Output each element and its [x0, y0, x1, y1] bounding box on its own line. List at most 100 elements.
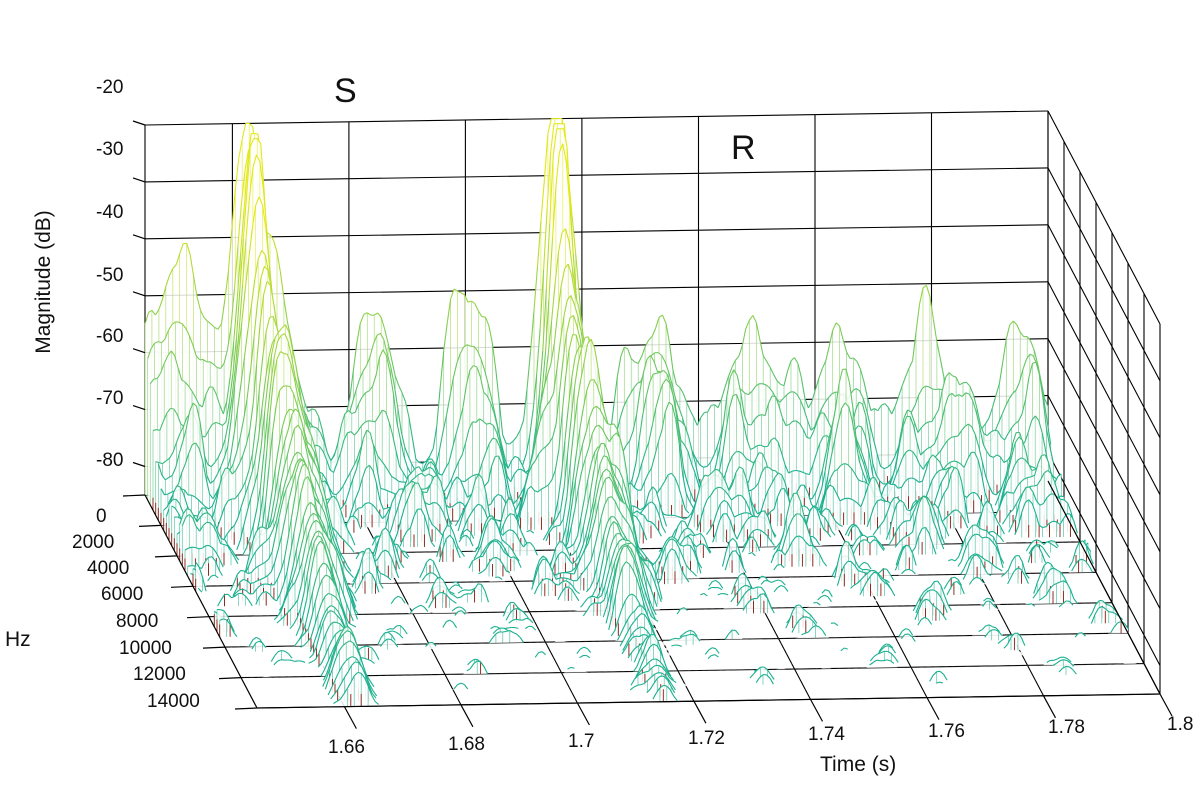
surface-ridge-segment — [960, 463, 965, 468]
surface-ridge-segment — [448, 447, 454, 463]
surface-ridge-segment — [839, 498, 844, 502]
surface-ridge-segment — [802, 429, 808, 438]
surface-ridge-segment — [568, 334, 574, 350]
surface-ridge-segment — [503, 498, 509, 508]
surface-ridge-segment — [1022, 487, 1027, 494]
surface-ridge-segment — [755, 452, 760, 460]
surface-ridge-segment — [188, 335, 194, 345]
surface-ridge-segment — [336, 452, 342, 464]
surface-ridge-segment — [744, 500, 750, 509]
surface-ridge-segment — [728, 455, 733, 464]
surface-ridge-segment — [512, 436, 518, 442]
surface-ridge-segment — [934, 491, 939, 503]
surface-ridge-segment — [1044, 398, 1049, 407]
surface-ridge-segment — [373, 446, 378, 470]
surface-ridge-segment — [969, 491, 974, 495]
surface-ridge-segment — [889, 514, 894, 531]
surface-ridge-segment — [580, 337, 586, 350]
surface-ridge-segment — [536, 221, 542, 267]
surface-ridge-segment — [425, 466, 430, 471]
surface-ridge-segment — [212, 492, 218, 500]
surface-ridge-segment — [650, 521, 655, 526]
surface-ridge-segment — [328, 487, 334, 495]
surface-ridge-segment — [277, 335, 282, 342]
surface-ridge-segment — [438, 530, 444, 536]
surface-ridge-segment — [539, 269, 545, 329]
surface-ridge-segment — [447, 478, 453, 486]
surface-ridge-segment — [1003, 480, 1009, 491]
surface-ridge-segment — [557, 232, 563, 253]
surface-ridge-segment — [867, 449, 873, 471]
surface-ridge-segment — [178, 442, 184, 455]
surface-ridge-segment — [492, 425, 498, 433]
surface-ridge-segment — [1014, 526, 1019, 536]
surface-ridge-segment — [231, 189, 236, 230]
surface-ridge-segment — [686, 402, 691, 411]
surface-ridge-segment — [1038, 524, 1043, 528]
surface-ridge-segment — [858, 460, 864, 472]
surface-ridge-segment — [395, 451, 401, 467]
surface-ridge-segment — [156, 429, 160, 431]
surface-ridge-segment — [216, 466, 222, 475]
surface-ridge-segment — [404, 401, 410, 418]
surface-ridge-segment — [215, 394, 221, 406]
surface-ridge-segment — [510, 499, 516, 509]
surface-ridge-segment — [1022, 359, 1027, 370]
surface-ridge-segment — [542, 289, 547, 351]
surface-ridge-segment — [699, 464, 704, 468]
surface-ridge-segment — [824, 397, 829, 403]
side-wall-magnitude-gridline — [1047, 224, 1161, 439]
surface-ridge-segment — [662, 515, 668, 527]
surface-ridge-segment — [986, 431, 992, 436]
surface-ridge-segment — [696, 520, 701, 531]
surface-ridge-segment — [483, 392, 488, 397]
surface-ridge-segment — [506, 513, 511, 518]
surface-ridge-segment — [648, 336, 653, 341]
surface-ridge-segment — [501, 464, 507, 482]
surface-ridge-segment — [161, 286, 167, 300]
surface-ridge-segment — [966, 381, 971, 387]
surface-ridge-segment — [739, 466, 744, 470]
surface-ridge-segment — [950, 460, 954, 463]
surface-ridge-segment — [731, 451, 737, 457]
surface-ridge-segment — [1019, 331, 1025, 338]
surface-ridge-segment — [340, 510, 346, 523]
surface-ridge-segment — [820, 493, 825, 505]
surface-ridge-segment — [223, 349, 229, 364]
surface-ridge-segment — [856, 361, 862, 370]
surface-ridge-segment — [938, 390, 943, 410]
surface-ridge-segment — [408, 471, 413, 477]
surface-ridge-segment — [986, 500, 991, 505]
surface-ridge-segment — [928, 454, 934, 460]
surface-ridge-segment — [981, 461, 987, 477]
surface-ridge-segment — [947, 437, 952, 441]
surface-ridge-segment — [1001, 476, 1007, 487]
surface-ridge-segment — [672, 395, 678, 417]
surface-ridge-segment — [994, 496, 1000, 506]
surface-ridge-segment — [990, 429, 995, 433]
surface-ridge-segment — [539, 388, 545, 406]
surface-ridge-segment — [806, 436, 811, 440]
surface-ridge-segment — [464, 478, 469, 483]
surface-ridge-segment — [233, 410, 238, 436]
surface-ridge-segment — [495, 455, 499, 458]
surface-ridge-segment — [774, 472, 779, 478]
surface-ridge-segment — [236, 437, 241, 453]
surface-ridge-segment — [261, 250, 266, 256]
surface-ridge-segment — [1034, 463, 1039, 476]
surface-ridge-segment — [751, 458, 757, 469]
surface-ridge-segment — [791, 469, 796, 472]
surface-ridge-segment — [983, 433, 988, 436]
surface-ridge-segment — [912, 332, 917, 361]
surface-ridge-segment — [497, 427, 502, 445]
surface-ridge-segment — [364, 502, 369, 505]
surface-ridge-segment — [853, 500, 858, 504]
surface-ridge-segment — [819, 436, 824, 444]
surface-ridge-segment — [382, 349, 387, 357]
surface-ridge-segment — [421, 472, 426, 477]
surface-ridge-segment — [446, 298, 452, 324]
surface-ridge-segment — [252, 508, 258, 526]
surface-ridge-segment — [661, 355, 666, 363]
surface-ridge-segment — [295, 365, 300, 388]
surface-ridge-segment — [690, 462, 696, 473]
